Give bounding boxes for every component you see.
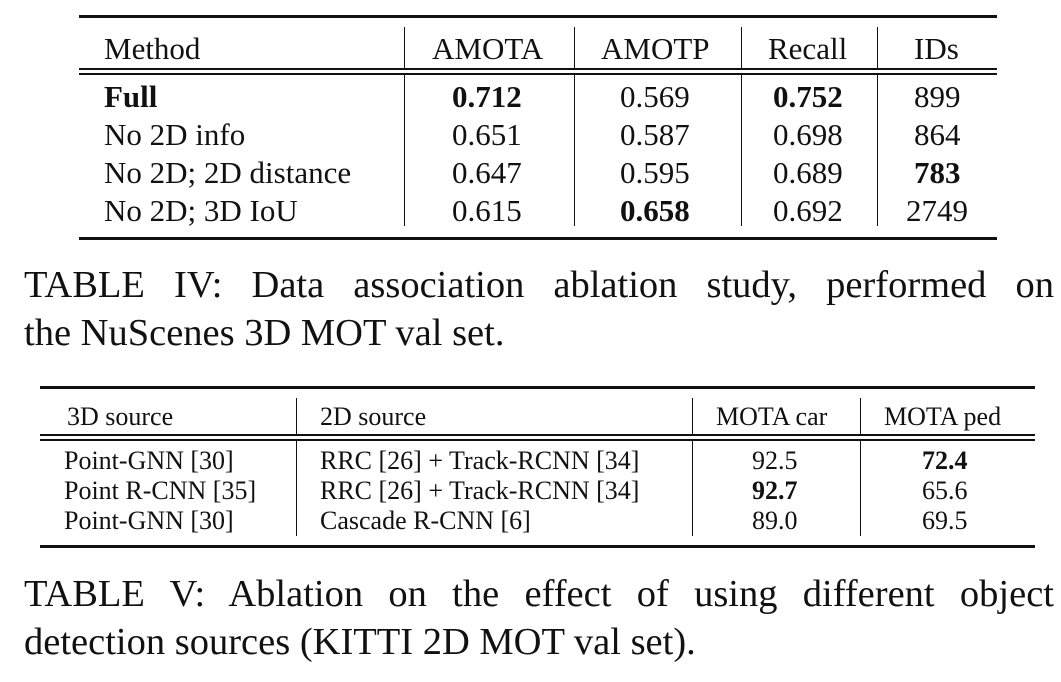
column-divider (692, 398, 694, 435)
table-cell-amota: 0.712 (452, 79, 522, 114)
column-divider (860, 440, 862, 536)
bottom-rule (40, 545, 1035, 548)
table-cell-mota-ped: 65.6 (922, 476, 968, 505)
table-cell-method: Full (104, 79, 158, 114)
header-recall: Recall (768, 31, 848, 66)
header-amotp: AMOTP (601, 31, 710, 66)
table-cell-2d-source: Cascade R-CNN [6] (320, 506, 531, 535)
column-divider (741, 74, 743, 226)
table-cell-ids: 2749 (906, 193, 968, 228)
table-cell-method: No 2D; 3D IoU (104, 193, 298, 228)
caption-line: detection sources (KITTI 2D MOT val set)… (24, 621, 696, 663)
column-divider (574, 74, 576, 226)
caption-line: TABLE IV: Data association ablation stud… (24, 264, 1054, 306)
table-cell-recall: 0.689 (773, 155, 843, 190)
table-cell-recall: 0.752 (773, 79, 843, 114)
table-cell-amotp: 0.658 (620, 193, 690, 228)
table-iv-caption: TABLE IV: Data association ablation stud… (24, 261, 1054, 357)
header-mota-ped: MOTA ped (884, 402, 1002, 431)
header-mota-car: MOTA car (716, 402, 828, 431)
table-cell-ids: 864 (914, 117, 961, 152)
table-cell-mota-car: 92.5 (752, 446, 798, 475)
column-divider (860, 398, 862, 435)
table-cell-recall: 0.692 (773, 193, 843, 228)
table-cell-method: No 2D info (104, 117, 246, 152)
bottom-rule (79, 237, 997, 240)
column-divider (404, 74, 406, 226)
header-rule (79, 68, 997, 70)
column-divider (877, 27, 879, 69)
header-amota: AMOTA (432, 31, 544, 66)
table-v-caption: TABLE V: Ablation on the effect of using… (24, 570, 1054, 666)
table-cell-mota-ped: 69.5 (922, 506, 968, 535)
header-rule (40, 439, 1035, 441)
table-cell-2d-source: RRC [26] + Track-RCNN [34] (320, 476, 640, 505)
header-2d-source: 2D source (320, 402, 427, 431)
table-cell-recall: 0.698 (773, 117, 843, 152)
header-rule (40, 434, 1035, 436)
caption-line: TABLE V: Ablation on the effect of using… (24, 573, 1054, 615)
column-divider (877, 74, 879, 226)
table-cell-ids: 899 (914, 79, 961, 114)
table-cell-mota-ped: 72.4 (922, 446, 968, 475)
table-cell-amota: 0.615 (452, 193, 522, 228)
column-divider (296, 440, 298, 536)
table-cell-3d-source: Point-GNN [30] (64, 506, 234, 535)
table-cell-amotp: 0.587 (620, 117, 690, 152)
header-3d-source: 3D source (67, 402, 174, 431)
table-cell-ids: 783 (914, 155, 961, 190)
header-ids: IDs (914, 31, 959, 66)
table-cell-3d-source: Point-GNN [30] (64, 446, 234, 475)
top-rule (40, 386, 1035, 389)
table-cell-amotp: 0.595 (620, 155, 690, 190)
caption-line: the NuScenes 3D MOT val set. (24, 312, 505, 354)
table-cell-3d-source: Point R-CNN [35] (64, 476, 257, 505)
table-cell-amotp: 0.569 (620, 79, 690, 114)
column-divider (296, 398, 298, 435)
table-cell-amota: 0.651 (452, 117, 522, 152)
table-cell-amota: 0.647 (452, 155, 522, 190)
header-rule (79, 73, 997, 75)
header-method: Method (104, 31, 201, 66)
column-divider (741, 27, 743, 69)
table-cell-mota-car: 89.0 (752, 506, 798, 535)
table-cell-mota-car: 92.7 (752, 476, 798, 505)
top-rule (79, 15, 997, 18)
table-cell-method: No 2D; 2D distance (104, 155, 352, 190)
column-divider (692, 440, 694, 536)
column-divider (404, 27, 406, 69)
table-cell-2d-source: RRC [26] + Track-RCNN [34] (320, 446, 640, 475)
column-divider (574, 27, 576, 69)
